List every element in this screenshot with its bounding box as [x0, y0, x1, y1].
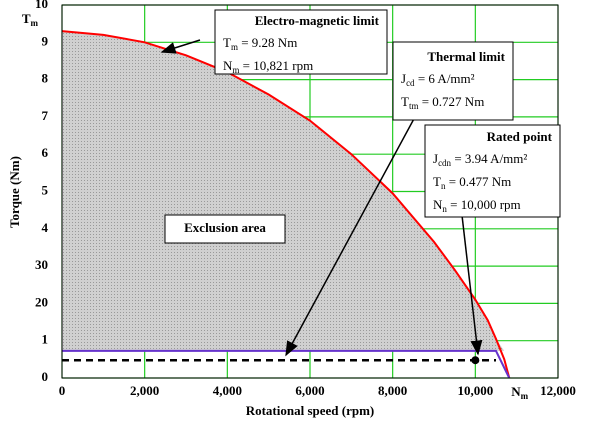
y-tick-label: 10: [35, 0, 48, 11]
x-tick-label: 2,000: [130, 383, 159, 398]
rated-point: [471, 356, 480, 365]
x-tick-label: 10,000: [457, 383, 493, 398]
y-tick-label: 30: [35, 257, 48, 272]
value-text: = 9.28 Nm: [238, 35, 297, 50]
x-tick-label: 8,000: [378, 383, 407, 398]
x-marker-label: Nm: [511, 384, 528, 401]
y-tick-label: 9: [42, 33, 49, 48]
y-tick-label: 20: [35, 294, 48, 309]
marker-sub: m: [521, 391, 529, 401]
subscript: n: [441, 181, 446, 191]
value-text: = 6 A/mm²: [415, 71, 475, 86]
y-tick-label: 7: [42, 108, 49, 123]
arrow: [285, 79, 436, 357]
marker-sub: m: [31, 18, 39, 28]
symbol: J: [433, 151, 438, 166]
subscript: tm: [409, 101, 419, 111]
x-tick-label: 4,000: [213, 383, 242, 398]
y-tick-label: 5: [42, 182, 49, 197]
symbol: J: [401, 71, 406, 86]
x-tick-label: 0: [59, 383, 66, 398]
annotation-title: Thermal limit: [427, 49, 505, 64]
subscript: cdn: [438, 158, 451, 168]
value-text: = 0.727 Nm: [418, 94, 484, 109]
annotation-box: [392, 41, 514, 121]
annotation-title: Rated point: [487, 129, 553, 144]
subscript: cd: [406, 78, 415, 88]
arrow: [160, 39, 201, 54]
annotation-box: [214, 9, 388, 75]
marker-symbol: T: [22, 11, 31, 26]
x-tick-label: 6,000: [295, 383, 324, 398]
annotation-line: Nm = 10,821 rpm: [223, 58, 313, 75]
symbol: T: [401, 94, 409, 109]
x-axis-label: Rotational speed (rpm): [246, 403, 375, 418]
y-tick-label: 8: [42, 71, 49, 86]
x-tick-label: 12,000: [540, 383, 576, 398]
annotation-title: Electro-magnetic limit: [255, 13, 380, 28]
annotation-line: Nn = 10,000 rpm: [433, 197, 521, 214]
subscript: m: [232, 65, 239, 75]
annotation-title: Exclusion area: [184, 220, 266, 235]
annotation-box: [164, 214, 286, 244]
value-text: = 10,000 rpm: [447, 197, 521, 212]
symbol: T: [223, 35, 231, 50]
series-line: [62, 349, 511, 379]
marker-symbol: N: [511, 384, 521, 399]
y-tick-label: 6: [42, 145, 49, 160]
exclusion-fill: [62, 31, 510, 351]
annotation-line: Jcdn = 3.94 A/mm²: [433, 151, 527, 168]
annotation-line: Tm = 9.28 Nm: [223, 35, 297, 52]
annotation-line: Tn = 0.477 Nm: [433, 174, 511, 191]
annotation-box: [424, 124, 561, 218]
annotation-line: Jcd = 6 A/mm²: [401, 71, 475, 88]
value-text: = 3.94 A/mm²: [451, 151, 527, 166]
y-marker-label: Tm: [22, 11, 39, 28]
y-tick-label: 0: [42, 369, 49, 384]
y-tick-label: 4: [42, 220, 49, 235]
subscript: m: [231, 42, 238, 52]
symbol: N: [223, 58, 233, 73]
annotation-line: Ttm = 0.727 Nm: [401, 94, 484, 111]
y-axis-label: Torque (Nm): [7, 156, 22, 228]
symbol: T: [433, 174, 441, 189]
symbol: N: [433, 197, 443, 212]
y-tick-label: 1: [42, 332, 49, 347]
subscript: n: [442, 204, 447, 214]
value-text: = 10,821 rpm: [239, 58, 313, 73]
value-text: = 0.477 Nm: [445, 174, 511, 189]
